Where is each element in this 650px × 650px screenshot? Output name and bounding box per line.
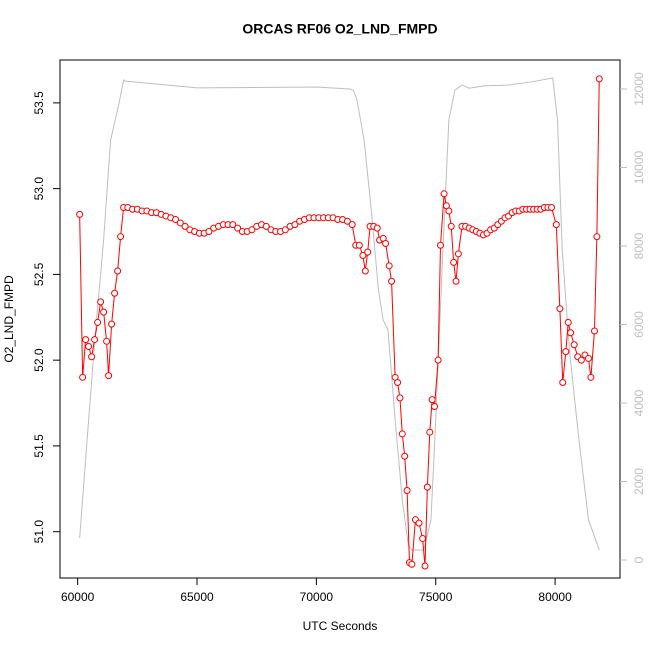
data-point (262, 222, 270, 230)
data-point (91, 336, 99, 344)
data-point (559, 378, 567, 386)
data-point (415, 519, 423, 527)
data-point (100, 308, 108, 316)
data-point (452, 277, 460, 285)
data-point (423, 483, 431, 491)
data-point (94, 318, 102, 326)
x-tick-label: 65000 (180, 590, 214, 604)
data-point (556, 305, 564, 313)
data-point (234, 224, 242, 232)
data-point (562, 348, 570, 356)
y2-tick-label: 6000 (632, 311, 646, 338)
y2-tick-label: 12000 (632, 72, 646, 106)
data-point (593, 233, 601, 241)
y-tick-label: 51.0 (32, 520, 46, 544)
data-point (373, 224, 381, 232)
data-point (82, 336, 90, 344)
data-point (388, 277, 396, 285)
data-point (79, 373, 87, 381)
data-point (567, 329, 575, 337)
data-point (403, 487, 411, 495)
data-point (348, 221, 356, 229)
data-point (355, 241, 363, 249)
data-point (117, 233, 125, 241)
data-point (447, 222, 455, 230)
data-point (440, 190, 448, 198)
y-tick-label: 53.0 (32, 177, 46, 201)
data-point (552, 221, 560, 229)
data-point (114, 267, 122, 275)
x-axis-label: UTC Seconds (303, 619, 378, 633)
y2-tick-label: 2000 (632, 468, 646, 495)
data-point (408, 560, 416, 568)
data-point (181, 222, 189, 230)
series-line (79, 77, 600, 551)
data-point (419, 535, 427, 543)
data-point (361, 267, 369, 275)
data-point (396, 394, 404, 402)
x-tick-label: 80000 (538, 590, 572, 604)
y2-tick-label: 4000 (632, 389, 646, 416)
data-point (401, 452, 409, 460)
data-point (398, 430, 406, 438)
y-tick-label: 53.5 (32, 91, 46, 115)
data-point (431, 402, 439, 410)
data-point (577, 356, 585, 364)
data-point (548, 204, 556, 212)
data-point (205, 228, 213, 236)
data-point (570, 341, 578, 349)
data-point (385, 262, 393, 270)
data-point (394, 378, 402, 386)
data-point (172, 216, 180, 224)
y2-tick-label: 0 (632, 556, 646, 563)
x-tick-label: 60000 (61, 590, 95, 604)
data-point (105, 372, 113, 380)
data-point (291, 221, 299, 229)
data-point (88, 353, 96, 361)
data-point (590, 327, 598, 335)
y-axis-label: O2_LND_FMPD (2, 275, 16, 363)
data-point (421, 562, 429, 570)
data-point (97, 298, 105, 306)
data-point (587, 373, 595, 381)
data-point (434, 356, 442, 364)
plot-frame (59, 59, 621, 579)
chart-title: ORCAS RF06 O2_LND_FMPD (242, 21, 437, 37)
data-point (437, 241, 445, 249)
data-point (364, 248, 372, 256)
data-point (426, 428, 434, 436)
data-point (428, 396, 436, 404)
data-point (382, 240, 390, 248)
data-point (111, 289, 119, 297)
data-point (248, 226, 256, 234)
data-point (595, 75, 603, 83)
data-point (76, 210, 84, 218)
data-point (454, 250, 462, 258)
data-point (445, 207, 453, 215)
data-point (176, 219, 184, 227)
y-tick-label: 52.5 (32, 262, 46, 286)
y-tick-label: 52.0 (32, 348, 46, 372)
data-point (450, 258, 458, 266)
data-point (343, 217, 351, 225)
x-tick-label: 75000 (419, 590, 453, 604)
y2-tick-label: 8000 (632, 232, 646, 259)
x-tick-label: 70000 (300, 590, 334, 604)
data-point (359, 252, 367, 260)
data-point (281, 226, 289, 234)
data-point (108, 320, 116, 328)
data-point (85, 342, 93, 350)
data-point (564, 318, 572, 326)
data-point (229, 221, 237, 229)
data-point (103, 337, 111, 345)
data-point (585, 354, 593, 362)
y2-tick-label: 10000 (632, 150, 646, 184)
y-tick-label: 51.5 (32, 434, 46, 458)
